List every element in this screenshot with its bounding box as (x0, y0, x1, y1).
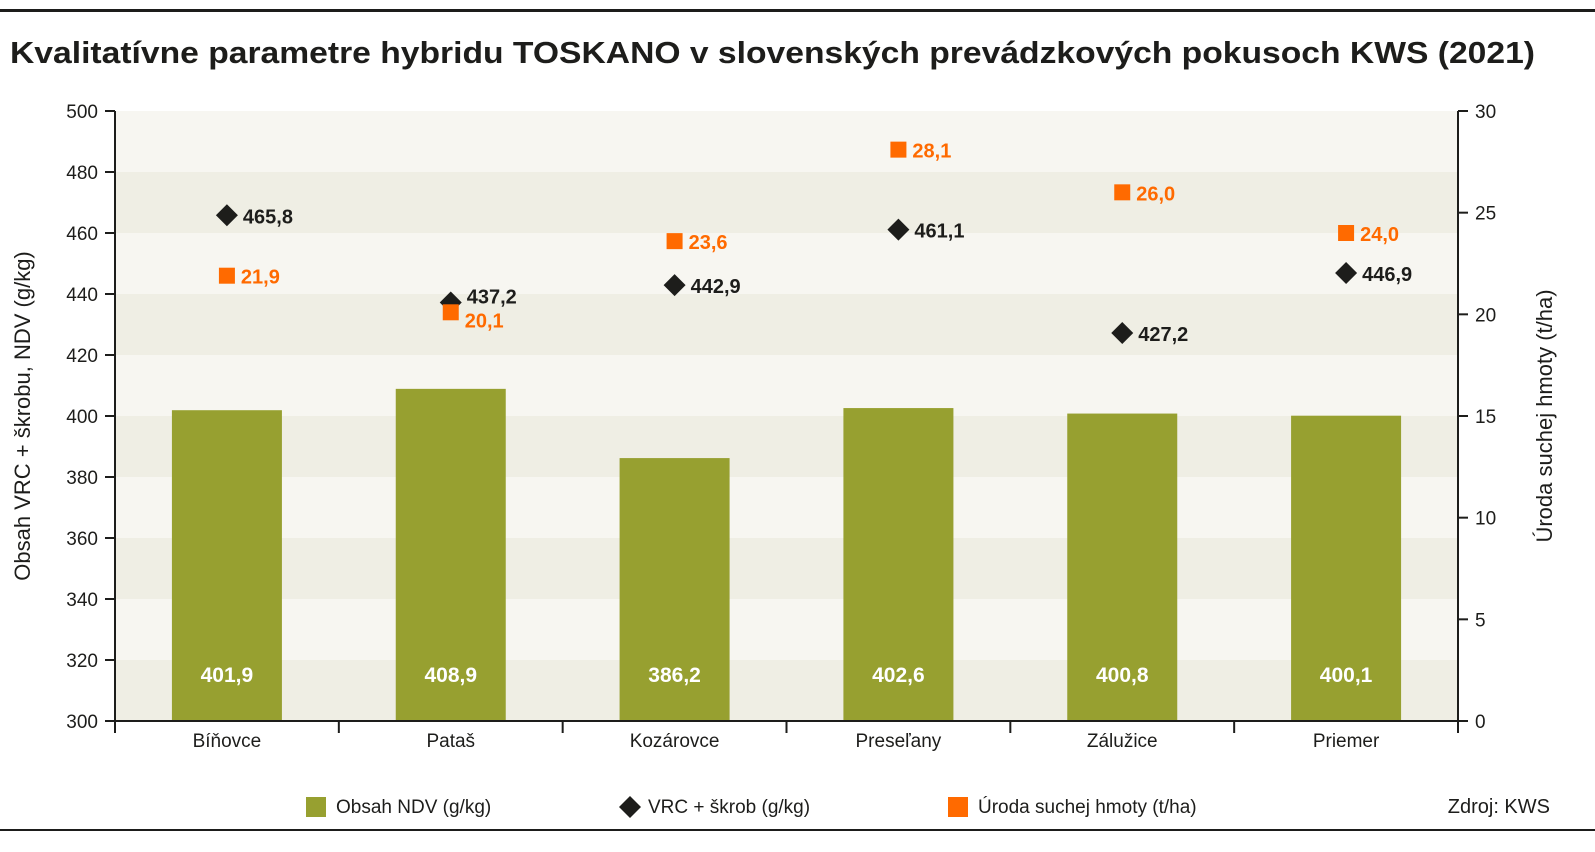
diamond-point (887, 218, 910, 241)
bar (1067, 413, 1178, 721)
legend-square-label: Úroda suchej hmoty (t/ha) (978, 796, 1197, 818)
bar-data-label: 400,1 (1320, 664, 1373, 687)
y2-tick-label: 10 (1475, 509, 1496, 530)
grid-band (115, 477, 1458, 538)
bar-data-label: 400,8 (1096, 664, 1149, 687)
square-data-label: 23,6 (689, 232, 728, 254)
grid-band (115, 355, 1458, 416)
bottom-rule (0, 829, 1595, 831)
source-note: Zdroj: KWS (1448, 796, 1550, 818)
legend-square-swatch (948, 797, 968, 817)
legend-diamond-label: VRC + škrob (g/kg) (648, 797, 810, 818)
bar (843, 408, 954, 721)
x-tick-label: Kozárovce (630, 731, 720, 752)
y-tick-label: 500 (66, 102, 98, 123)
bar-data-label: 402,6 (872, 664, 925, 687)
grid-band (115, 416, 1458, 477)
legend-bar-swatch (306, 797, 326, 817)
grid-band (115, 111, 1458, 172)
bar-data-label: 401,9 (201, 664, 254, 687)
y2-tick-label: 5 (1475, 610, 1486, 631)
diamond-data-label: 446,9 (1362, 264, 1412, 286)
square-data-label: 26,0 (1136, 183, 1175, 205)
diamond-point (1335, 261, 1358, 284)
x-tick-label: Priemer (1313, 731, 1380, 752)
square-point (1338, 225, 1355, 241)
grid-band (115, 172, 1458, 233)
y-tick-label: 480 (66, 163, 98, 184)
legend-diamond-swatch (619, 796, 641, 818)
diamond-point (663, 274, 686, 297)
diamond-point (215, 204, 238, 227)
y-tick-label: 360 (66, 529, 98, 550)
y2-tick-label: 30 (1475, 102, 1496, 123)
diamond-data-label: 427,2 (1138, 324, 1188, 346)
square-data-label: 20,1 (465, 310, 504, 332)
bar (395, 388, 506, 721)
bar (171, 410, 282, 721)
x-tick-label: Bíňovce (193, 731, 262, 752)
top-rule (0, 9, 1595, 12)
y2-tick-label: 0 (1475, 712, 1486, 733)
y-axis-label: Obsah VRC + škrobu, NDV (g/kg) (10, 251, 35, 581)
y2-tick-label: 20 (1475, 305, 1496, 326)
y-tick-label: 380 (66, 468, 98, 489)
square-point (442, 304, 459, 321)
square-data-label: 21,9 (241, 267, 280, 289)
square-point (666, 233, 683, 250)
y2-tick-label: 15 (1475, 407, 1496, 428)
grid-band (115, 538, 1458, 599)
x-tick-label: Preseľany (856, 731, 942, 752)
square-data-label: 24,0 (1360, 224, 1399, 246)
diamond-data-label: 437,2 (467, 286, 517, 308)
chart-title: Kvalitatívne parametre hybridu TOSKANO v… (10, 35, 1535, 70)
y-tick-label: 440 (66, 285, 98, 306)
grid-band (115, 233, 1458, 294)
y-tick-label: 420 (66, 346, 98, 367)
diamond-data-label: 465,8 (243, 206, 293, 228)
diamond-point (1111, 322, 1134, 345)
diamond-data-label: 461,1 (914, 221, 964, 243)
square-point (218, 267, 235, 284)
grid-band (115, 660, 1458, 721)
grid-band (115, 599, 1458, 660)
bar-data-label: 408,9 (424, 664, 477, 687)
bar (1291, 415, 1402, 721)
y-tick-label: 300 (66, 712, 98, 733)
y-tick-label: 320 (66, 651, 98, 672)
y-tick-label: 400 (66, 407, 98, 428)
y-tick-label: 340 (66, 590, 98, 611)
bar (619, 458, 730, 721)
grid-band (115, 294, 1458, 355)
x-tick-label: Pataš (426, 731, 475, 752)
square-data-label: 28,1 (912, 141, 951, 163)
square-point (890, 141, 907, 158)
legend-bar-label: Obsah NDV (g/kg) (336, 797, 491, 818)
y-tick-label: 460 (66, 224, 98, 245)
y2-tick-label: 25 (1475, 204, 1496, 225)
y2-axis-label: Úroda suchej hmoty (t/ha) (1532, 289, 1557, 542)
bar-data-label: 386,2 (648, 664, 701, 687)
square-point (1114, 184, 1131, 201)
x-tick-label: Zálužice (1087, 731, 1158, 752)
diamond-data-label: 442,9 (691, 276, 741, 298)
